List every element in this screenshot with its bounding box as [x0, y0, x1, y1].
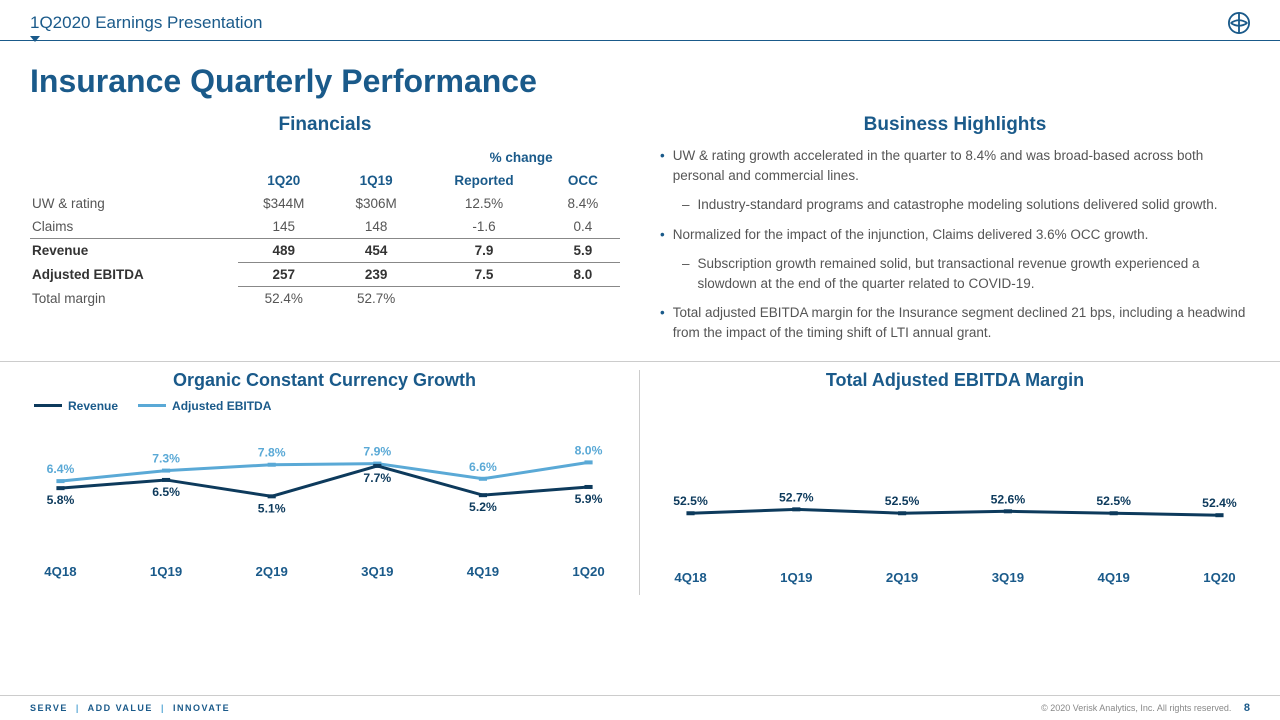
footer-copyright: © 2020 Verisk Analytics, Inc. All rights…	[1041, 702, 1250, 714]
chart-occ: 4Q18 1Q19 2Q19 3Q19 4Q19 1Q20 6.4% 7.3% 7.8% 7.9%…	[30, 419, 619, 584]
svg-text:3Q19: 3Q19	[992, 570, 1024, 585]
table-row: Revenue4894547.95.9	[30, 239, 620, 263]
table-row: Adjusted EBITDA2572397.58.0	[30, 263, 620, 287]
svg-text:7.9%: 7.9%	[363, 444, 391, 458]
svg-text:4Q18: 4Q18	[674, 570, 706, 585]
svg-text:52.7%: 52.7%	[779, 490, 814, 504]
highlight-item: •Normalized for the impact of the injunc…	[660, 225, 1250, 245]
chart-margin-title: Total Adjusted EBITDA Margin	[660, 370, 1250, 391]
svg-text:1Q20: 1Q20	[572, 564, 604, 579]
footer-tagline: SERVE | ADD VALUE | INNOVATE	[30, 703, 230, 713]
col-occ: OCC	[546, 169, 620, 192]
highlight-sub-item: –Industry-standard programs and catastro…	[682, 195, 1250, 215]
tab-marker-icon	[30, 36, 40, 42]
svg-text:52.5%: 52.5%	[1096, 494, 1131, 508]
chart-occ-column: Organic Constant Currency Growth Revenue…	[30, 370, 640, 595]
highlight-sub-item: –Subscription growth remained solid, but…	[682, 254, 1250, 293]
legend-revenue-label: Revenue	[68, 399, 118, 413]
chart-margin: 4Q18 1Q19 2Q19 3Q19 4Q19 1Q20 52.5% 52.7% 52.5% 5…	[660, 425, 1250, 590]
svg-text:5.2%: 5.2%	[469, 500, 497, 514]
svg-text:8.0%: 8.0%	[575, 443, 603, 457]
svg-text:1Q19: 1Q19	[150, 564, 182, 579]
svg-text:2Q19: 2Q19	[256, 564, 288, 579]
legend-revenue: Revenue	[34, 399, 118, 413]
svg-text:4Q19: 4Q19	[1098, 570, 1130, 585]
svg-text:4Q19: 4Q19	[467, 564, 499, 579]
legend-revenue-swatch	[34, 404, 62, 407]
header-title: 1Q2020 Earnings Presentation	[30, 13, 263, 33]
svg-text:6.4%: 6.4%	[47, 462, 75, 476]
col-1q19: 1Q19	[330, 169, 422, 192]
legend-ebitda: Adjusted EBITDA	[138, 399, 271, 413]
svg-text:5.1%: 5.1%	[258, 501, 286, 515]
legend-ebitda-swatch	[138, 404, 166, 407]
svg-text:7.8%: 7.8%	[258, 445, 286, 459]
page-number: 8	[1244, 702, 1250, 714]
legend-ebitda-label: Adjusted EBITDA	[172, 399, 271, 413]
pct-change-header: % change	[422, 146, 620, 169]
svg-text:52.5%: 52.5%	[673, 494, 708, 508]
highlights-list: •UW & rating growth accelerated in the q…	[660, 146, 1250, 343]
svg-text:6.6%: 6.6%	[469, 459, 497, 473]
highlights-title: Business Highlights	[660, 114, 1250, 136]
table-row: UW & rating$344M$306M12.5%8.4%	[30, 192, 620, 215]
svg-text:7.7%: 7.7%	[363, 470, 391, 484]
svg-text:5.9%: 5.9%	[575, 492, 603, 506]
slide-footer: SERVE | ADD VALUE | INNOVATE © 2020 Veri…	[0, 695, 1280, 720]
company-logo-icon	[1228, 12, 1250, 34]
svg-text:6.5%: 6.5%	[152, 485, 180, 499]
table-row: Claims145148-1.60.4	[30, 215, 620, 239]
table-row: Total margin52.4%52.7%	[30, 287, 620, 311]
chart-margin-column: Total Adjusted EBITDA Margin 4Q18 1Q19 2Q1…	[640, 370, 1250, 595]
financials-column: Financials % change 1Q20 1Q19 Reported O…	[30, 114, 640, 353]
highlight-item: •UW & rating growth accelerated in the q…	[660, 146, 1250, 185]
svg-text:5.8%: 5.8%	[47, 493, 75, 507]
slide-header: 1Q2020 Earnings Presentation	[0, 0, 1280, 41]
page-title: Insurance Quarterly Performance	[0, 41, 1280, 114]
svg-text:1Q20: 1Q20	[1203, 570, 1235, 585]
svg-text:1Q19: 1Q19	[780, 570, 812, 585]
svg-text:3Q19: 3Q19	[361, 564, 393, 579]
svg-text:52.6%: 52.6%	[991, 492, 1026, 506]
highlight-item: •Total adjusted EBITDA margin for the In…	[660, 303, 1250, 342]
col-1q20: 1Q20	[238, 169, 330, 192]
svg-text:52.4%: 52.4%	[1202, 496, 1237, 510]
financials-table: % change 1Q20 1Q19 Reported OCC UW & rat…	[30, 146, 620, 310]
chart-occ-legend: Revenue Adjusted EBITDA	[30, 399, 619, 413]
charts-row: Organic Constant Currency Growth Revenue…	[0, 361, 1280, 595]
highlights-column: Business Highlights •UW & rating growth …	[640, 114, 1250, 353]
svg-text:2Q19: 2Q19	[886, 570, 918, 585]
svg-text:52.5%: 52.5%	[885, 494, 920, 508]
svg-text:7.3%: 7.3%	[152, 451, 180, 465]
chart-occ-title: Organic Constant Currency Growth	[30, 370, 619, 391]
content-row: Financials % change 1Q20 1Q19 Reported O…	[0, 114, 1280, 353]
financials-title: Financials	[30, 114, 620, 136]
col-reported: Reported	[422, 169, 546, 192]
svg-text:4Q18: 4Q18	[44, 564, 76, 579]
